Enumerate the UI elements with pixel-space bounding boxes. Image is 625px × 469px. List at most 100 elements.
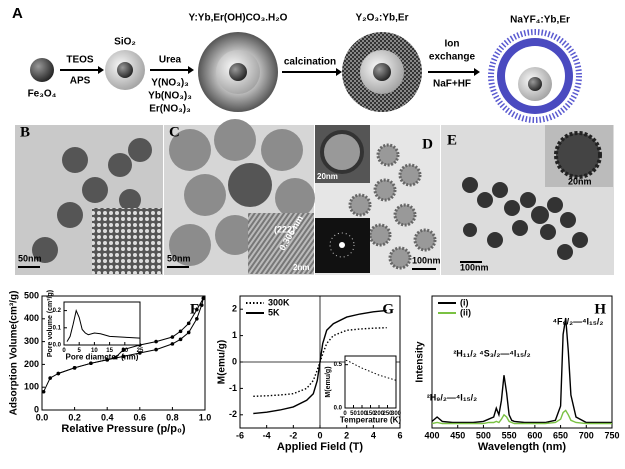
x-tick-label: 0 [317,430,322,440]
y-axis-label: Intensity [415,341,426,383]
data-point [195,307,199,312]
y-axis-label: M(emu/g) [217,340,228,384]
scale-label: 100nm [412,255,441,265]
data-point [195,317,199,321]
inset-image [248,213,314,274]
panel-label: F [190,301,199,317]
label: Y:Yb,Er(OH)CO₃.H₂O [189,13,288,24]
label: Ion [445,39,460,50]
data-point [170,335,175,339]
y-tick-label: 0.0 [334,406,343,412]
x-tick-label: 0.2 [68,412,81,422]
panel-label: A [12,5,23,22]
label: SiO₂ [114,37,136,48]
plane-label: (222) [274,224,295,234]
label: Fe₃O₄ [28,89,57,100]
data-point [170,342,175,346]
core [528,77,542,91]
x-tick-label: 600 [527,430,542,440]
plot-frame [63,301,141,346]
series-line [431,409,612,425]
x-tick-label: 700 [579,430,594,440]
x-tick-label: 650 [553,430,568,440]
y-tick-label: 500 [24,290,39,300]
data-point [186,330,191,335]
series-line [431,317,612,424]
x-tick-label: 0.8 [166,412,179,422]
annotation: ²H₉/₂—⁴I₁₅/₂ [427,392,477,402]
x-axis-label: Pore diameter (nm) [66,353,139,362]
scale-bar [18,266,40,268]
arrowhead [98,66,104,74]
y-axis-label: Pore volume (cm³/g) [47,290,54,357]
data-point [113,355,118,360]
x-tick-label: 100 [357,411,368,417]
label: Y(NO₃)₃ [151,78,189,89]
particles [348,143,437,270]
x-tick-label: 0.6 [134,412,147,422]
core [117,62,133,78]
panel-label: H [594,301,606,317]
x-tick-label: 2 [344,430,349,440]
core-sphere [30,58,54,82]
y-tick-label: 400 [24,313,39,323]
core [373,63,391,81]
data-point [154,347,158,352]
x-tick-label: 450 [450,430,465,440]
y-tick-label: 0.0 [53,343,62,349]
legend-label: (ii) [460,307,471,317]
x-axis-label: Temperature (K) [340,416,402,425]
label: TEOS [66,55,94,66]
x-axis-label: Relative Pressure (p/p₀) [61,423,186,435]
x-tick-label: 0.0 [36,412,49,422]
panel-label: E [447,132,457,148]
scale-bar [167,266,189,268]
y-axis-label: M(emu/g) [325,366,332,397]
label: calcination [284,57,336,68]
x-tick-label: 10 [91,348,98,354]
series-line [253,309,387,415]
x-axis-label: Applied Field (T) [277,441,363,453]
scale-label: 2nm [293,263,309,272]
particles [32,138,152,263]
label: Y₂O₃:Yb,Er [356,13,409,24]
series-line [345,359,397,381]
x-axis-label: Wavelength (nm) [478,441,567,453]
scale-label: 50nm [18,253,42,263]
x-tick-label: 400 [424,430,439,440]
x-tick-label: 0 [343,411,347,417]
core [229,63,247,81]
annotation: ⁴F₉/₂—⁴I₁₅/₂ [553,316,604,326]
x-tick-label: 4 [371,430,376,440]
y-tick-label: 0 [232,356,237,366]
data-point [178,329,183,334]
data-point [178,337,183,342]
particle [320,130,364,174]
series-line [66,308,141,342]
x-tick-label: 50 [350,411,357,417]
data-point [105,358,109,362]
diffraction-ring [329,232,355,258]
scheme: A Fe₃O₄ TEOS APS SiO₂ Urea Y(NO₃)₃ Yb(NO… [12,5,582,123]
x-tick-label: 250 [382,411,393,417]
scale-label: 20nm [568,176,592,186]
y-tick-label: 2 [232,304,237,314]
label: Er(NO₃)₃ [149,104,191,115]
label: NaYF₄:Yb,Er [510,15,570,26]
diffraction-spot [339,242,345,248]
scale-label: 50nm [167,253,191,263]
x-tick-label: 5 [78,348,82,354]
x-tick-label: 300 [391,411,402,417]
y-tick-label: 100 [24,382,39,392]
panel-label: G [382,301,394,317]
data-point [138,351,142,355]
y-tick-label: 300 [24,336,39,346]
x-tick-label: 200 [374,411,385,417]
x-tick-label: 25 [137,348,144,354]
label: APS [70,76,91,87]
spikes [488,29,582,123]
scale-bar [460,261,482,263]
data-point [56,371,61,376]
x-tick-label: 750 [604,430,619,440]
